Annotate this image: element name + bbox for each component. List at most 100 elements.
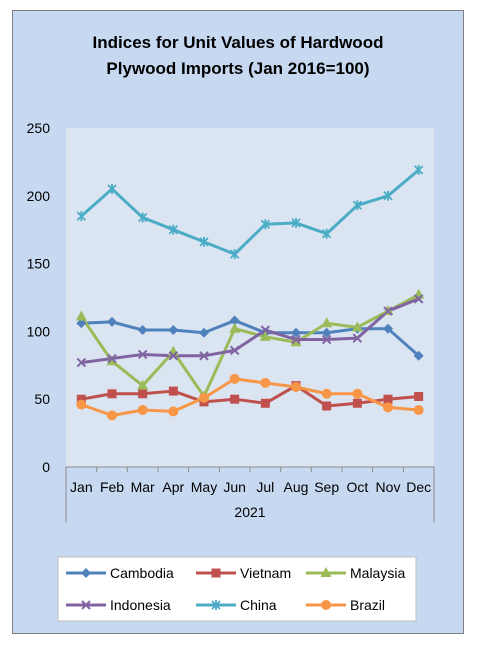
x-tick-label: Sep bbox=[314, 479, 339, 495]
legend-label-indonesia: Indonesia bbox=[110, 597, 171, 613]
x-group-label: 2021 bbox=[234, 504, 265, 520]
data-point-cambodia bbox=[76, 318, 87, 329]
x-tick-label: Feb bbox=[100, 479, 124, 495]
data-point-cambodia bbox=[383, 323, 393, 334]
chart-title-line2: Plywood Imports (Jan 2016=100) bbox=[106, 59, 370, 78]
data-point-brazil bbox=[383, 402, 393, 413]
data-point-brazil bbox=[107, 410, 117, 421]
data-point-indonesia bbox=[413, 294, 424, 304]
legend-marker-cambodia bbox=[81, 568, 91, 578]
data-point-malaysia bbox=[321, 317, 333, 328]
y-tick-label: 150 bbox=[27, 256, 51, 272]
data-point-brazil bbox=[291, 381, 301, 392]
data-point-indonesia bbox=[260, 325, 271, 335]
data-point-vietnam bbox=[322, 401, 332, 411]
data-point-china bbox=[168, 224, 178, 235]
legend-box bbox=[57, 556, 417, 622]
legend-marker-brazil bbox=[321, 600, 331, 610]
y-tick-label: 100 bbox=[27, 323, 51, 339]
plot-area bbox=[66, 128, 434, 467]
data-point-malaysia bbox=[290, 336, 302, 347]
series-line-malaysia bbox=[80, 293, 420, 398]
data-point-brazil bbox=[413, 405, 424, 416]
x-tick-label: Mar bbox=[131, 479, 155, 495]
legend-label-china: China bbox=[240, 597, 277, 613]
legend-label-vietnam: Vietnam bbox=[240, 565, 291, 581]
legend-label-cambodia: Cambodia bbox=[110, 565, 174, 581]
series-line-vietnam bbox=[81, 384, 419, 408]
y-tick-label: 50 bbox=[34, 391, 50, 407]
legend-marker-indonesia bbox=[81, 600, 91, 610]
data-point-brazil bbox=[168, 406, 179, 417]
data-point-vietnam bbox=[383, 394, 393, 404]
data-point-cambodia bbox=[321, 327, 332, 338]
data-point-indonesia bbox=[383, 306, 393, 316]
legend-marker-china bbox=[211, 600, 221, 610]
data-point-china bbox=[230, 249, 240, 260]
series-line-brazil bbox=[80, 377, 419, 417]
data-point-brazil bbox=[229, 373, 240, 384]
series-line-cambodia bbox=[81, 319, 420, 357]
data-point-vietnam bbox=[260, 398, 270, 408]
data-point-indonesia bbox=[76, 357, 87, 368]
data-point-vietnam bbox=[107, 389, 117, 399]
data-point-cambodia bbox=[291, 327, 301, 338]
data-point-vietnam bbox=[76, 394, 86, 404]
data-point-china bbox=[199, 236, 209, 247]
data-point-indonesia bbox=[229, 345, 240, 356]
data-point-malaysia bbox=[106, 355, 118, 366]
data-point-vietnam bbox=[352, 398, 362, 408]
data-point-indonesia bbox=[321, 334, 332, 345]
data-point-indonesia bbox=[137, 349, 148, 360]
data-point-china bbox=[383, 190, 393, 201]
data-point-cambodia bbox=[413, 350, 424, 361]
data-point-brazil bbox=[321, 388, 332, 399]
data-point-vietnam bbox=[414, 391, 424, 401]
data-point-malaysia bbox=[259, 330, 271, 341]
data-point-china bbox=[138, 212, 148, 223]
data-point-cambodia bbox=[229, 315, 240, 326]
data-point-indonesia bbox=[168, 351, 179, 361]
data-point-china bbox=[352, 200, 362, 211]
x-tick-label: Nov bbox=[376, 479, 401, 495]
legend-marker-malaysia bbox=[320, 567, 332, 577]
data-point-china bbox=[291, 217, 301, 228]
x-tick-label: Apr bbox=[162, 479, 184, 495]
data-point-malaysia bbox=[75, 310, 87, 321]
data-point-brazil bbox=[137, 405, 148, 416]
chart-title: Indices for Unit Values of Hardwood Plyw… bbox=[12, 30, 464, 82]
data-point-malaysia bbox=[351, 321, 363, 332]
data-point-brazil bbox=[76, 399, 87, 410]
data-point-brazil bbox=[260, 377, 271, 388]
legend-marker-vietnam bbox=[211, 568, 221, 578]
x-tick-label: May bbox=[191, 479, 217, 495]
data-point-malaysia bbox=[137, 379, 149, 390]
data-point-vietnam bbox=[168, 386, 178, 396]
legend-label-brazil: Brazil bbox=[350, 597, 385, 613]
series-line-china bbox=[80, 168, 420, 256]
legend-label-malaysia: Malaysia bbox=[350, 565, 405, 581]
x-tick-label: Oct bbox=[346, 479, 368, 495]
data-point-vietnam bbox=[230, 394, 240, 404]
data-point-indonesia bbox=[352, 333, 363, 343]
series-line-indonesia bbox=[81, 297, 420, 365]
data-point-brazil bbox=[199, 392, 209, 403]
data-point-cambodia bbox=[168, 325, 179, 336]
data-point-china bbox=[76, 211, 86, 222]
y-tick-label: 250 bbox=[27, 120, 51, 136]
data-point-cambodia bbox=[199, 327, 209, 338]
x-tick-label: Aug bbox=[284, 479, 309, 495]
data-point-malaysia bbox=[229, 322, 241, 333]
x-tick-label: Jun bbox=[223, 479, 246, 495]
chart-title-line1: Indices for Unit Values of Hardwood bbox=[92, 33, 384, 52]
data-point-indonesia bbox=[199, 351, 209, 361]
data-point-china bbox=[107, 184, 117, 195]
data-point-china bbox=[414, 165, 424, 176]
x-tick-label: Jan bbox=[70, 479, 93, 495]
y-tick-label: 0 bbox=[42, 459, 50, 475]
y-tick-label: 200 bbox=[27, 188, 51, 204]
data-point-china bbox=[260, 219, 270, 230]
data-point-indonesia bbox=[291, 334, 301, 345]
data-point-cambodia bbox=[137, 325, 148, 336]
